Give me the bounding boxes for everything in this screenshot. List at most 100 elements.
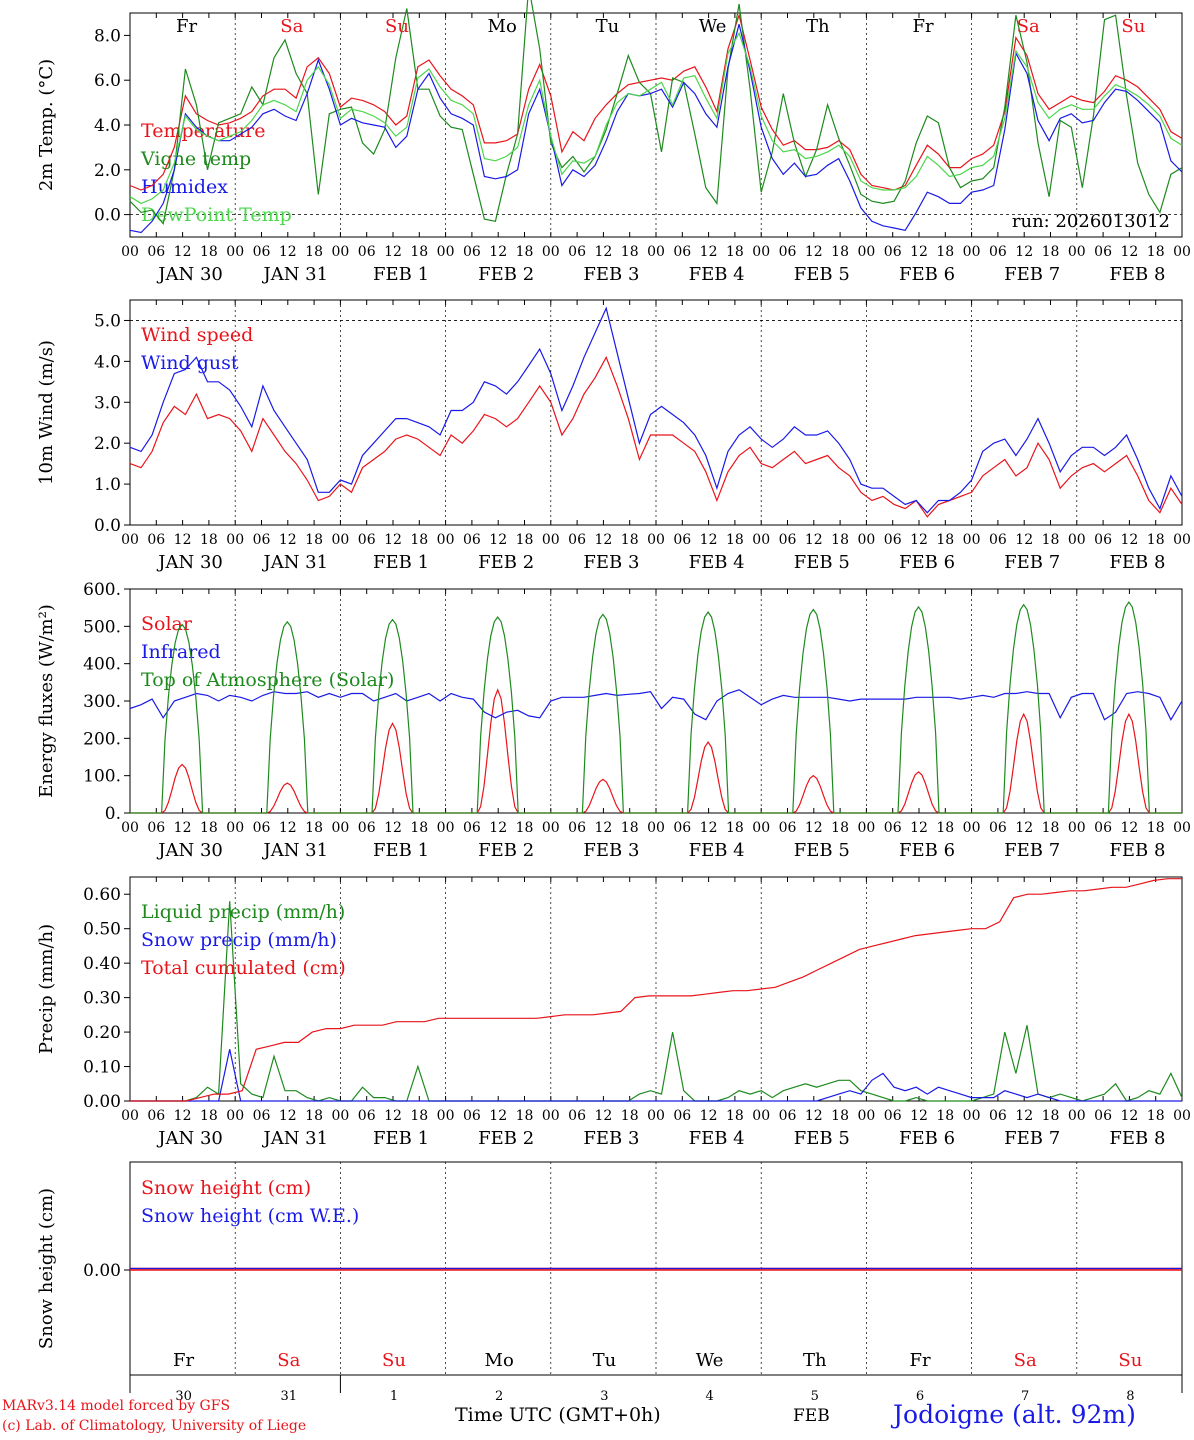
date-label: FEB 1 [373, 552, 429, 573]
day-name: Th [806, 16, 830, 37]
x-tick-label: 00 [752, 244, 770, 260]
y-axis-label: Energy fluxes (W/m²) [36, 604, 57, 798]
x-tick-label: 12 [279, 820, 297, 836]
x-tick-label: 00 [226, 1108, 244, 1124]
lab-credit: (c) Lab. of Climatology, University of L… [2, 1418, 307, 1434]
legend-top-of-atmosphere-solar-: Top of Atmosphere (Solar) [141, 669, 394, 691]
y-axis-label: 10m Wind (m/s) [36, 340, 57, 485]
date-label: JAN 31 [262, 552, 329, 573]
y-axis-label: 2m Temp. (°C) [36, 59, 57, 191]
x-tick-label: 06 [1094, 532, 1112, 548]
y-tick-label: 2.0 [94, 161, 121, 181]
x-tick-label: 12 [700, 820, 718, 836]
date-label: FEB 2 [478, 264, 534, 285]
x-tick-label: 00 [331, 1108, 349, 1124]
x-tick-label: 18 [726, 820, 744, 836]
y-axis-label: Precip (mm/h) [36, 924, 57, 1054]
x-tick-label: 12 [489, 244, 507, 260]
date-label: JAN 31 [262, 840, 329, 861]
date-label: FEB 7 [1004, 264, 1060, 285]
x-tick-label: 18 [726, 244, 744, 260]
day-name: Sa [280, 16, 303, 37]
x-tick-label: 12 [805, 1108, 823, 1124]
date-label: FEB 8 [1109, 264, 1165, 285]
x-tick-label: 12 [1015, 244, 1033, 260]
day-name: Fr [173, 1350, 194, 1371]
series-snow-precip-mm-h- [130, 1049, 1182, 1102]
x-tick-label: 06 [147, 532, 165, 548]
x-tick-label: 18 [1042, 532, 1060, 548]
x-tick-label: 06 [358, 244, 376, 260]
x-tick-label: 12 [279, 244, 297, 260]
x-tick-label: 06 [147, 1108, 165, 1124]
x-tick-label: 12 [910, 820, 928, 836]
x-tick-label: 06 [673, 244, 691, 260]
x-tick-label: 06 [779, 820, 797, 836]
x-tick-label: 06 [779, 1108, 797, 1124]
date-label: FEB 1 [373, 1128, 429, 1149]
y-tick-label: 2.0 [94, 434, 121, 454]
x-tick-label: 18 [936, 244, 954, 260]
x-tick-label: 18 [305, 1108, 323, 1124]
x-tick-label: 06 [884, 820, 902, 836]
x-tick-label: 06 [147, 820, 165, 836]
date-label: FEB 4 [689, 264, 745, 285]
x-tick-label: 18 [831, 1108, 849, 1124]
day-name: We [699, 16, 727, 37]
date-label: FEB 2 [478, 1128, 534, 1149]
x-tick-label: 00 [331, 820, 349, 836]
model-credit: MARv3.14 model forced by GFS [2, 1398, 231, 1414]
x-tick-label: 18 [516, 532, 534, 548]
x-tick-label: 18 [516, 244, 534, 260]
legend-liquid-precip-mm-h-: Liquid precip (mm/h) [141, 901, 345, 923]
date-label: FEB 3 [583, 1128, 639, 1149]
date-label: FEB 1 [373, 840, 429, 861]
x-tick-label: 00 [1173, 820, 1191, 836]
x-tick-label: 00 [331, 532, 349, 548]
x-tick-label: 06 [463, 820, 481, 836]
x-tick-label: 06 [989, 244, 1007, 260]
x-tick-label: 00 [331, 244, 349, 260]
legend-wind-speed: Wind speed [141, 324, 253, 346]
x-tick-label: 00 [647, 532, 665, 548]
day-number: 1 [390, 1389, 398, 1404]
x-tick-label: 06 [1094, 820, 1112, 836]
date-label: FEB 8 [1109, 840, 1165, 861]
day-number: 6 [916, 1389, 924, 1404]
x-tick-label: 06 [673, 1108, 691, 1124]
x-tick-label: 12 [1120, 820, 1138, 836]
x-tick-label: 18 [621, 244, 639, 260]
x-tick-label: 18 [936, 532, 954, 548]
day-name: Su [382, 1350, 406, 1371]
x-tick-label: 12 [594, 532, 612, 548]
day-name: Su [1118, 1350, 1142, 1371]
station-label: Jodoigne (alt. 92m) [893, 1400, 1136, 1429]
legend-infrared: Infrared [141, 641, 221, 663]
x-tick-label: 06 [884, 244, 902, 260]
day-name: Fr [909, 1350, 930, 1371]
x-tick-label: 06 [673, 820, 691, 836]
x-tick-label: 00 [121, 532, 139, 548]
date-label: FEB 5 [794, 1128, 850, 1149]
day-name: Fr [912, 16, 933, 37]
date-label: FEB 3 [583, 264, 639, 285]
x-tick-label: 06 [989, 820, 1007, 836]
day-name: Mo [488, 16, 517, 37]
day-name: Sa [1017, 16, 1040, 37]
legend-snow-height-cm-w-e-: Snow height (cm W.E.) [141, 1205, 359, 1227]
x-tick-label: 00 [542, 820, 560, 836]
y-tick-label: 300. [83, 692, 121, 712]
date-label: FEB 8 [1109, 1128, 1165, 1149]
date-label: FEB 6 [899, 264, 955, 285]
date-label: JAN 30 [156, 1128, 223, 1149]
x-tick-label: 06 [1094, 244, 1112, 260]
x-tick-label: 18 [1147, 244, 1165, 260]
x-tick-label: 18 [516, 1108, 534, 1124]
x-tick-label: 00 [1068, 244, 1086, 260]
x-tick-label: 12 [805, 820, 823, 836]
x-tick-label: 18 [200, 244, 218, 260]
x-tick-label: 06 [989, 532, 1007, 548]
y-tick-label: 8.0 [94, 26, 121, 46]
x-tick-label: 12 [279, 532, 297, 548]
x-tick-label: 06 [779, 244, 797, 260]
